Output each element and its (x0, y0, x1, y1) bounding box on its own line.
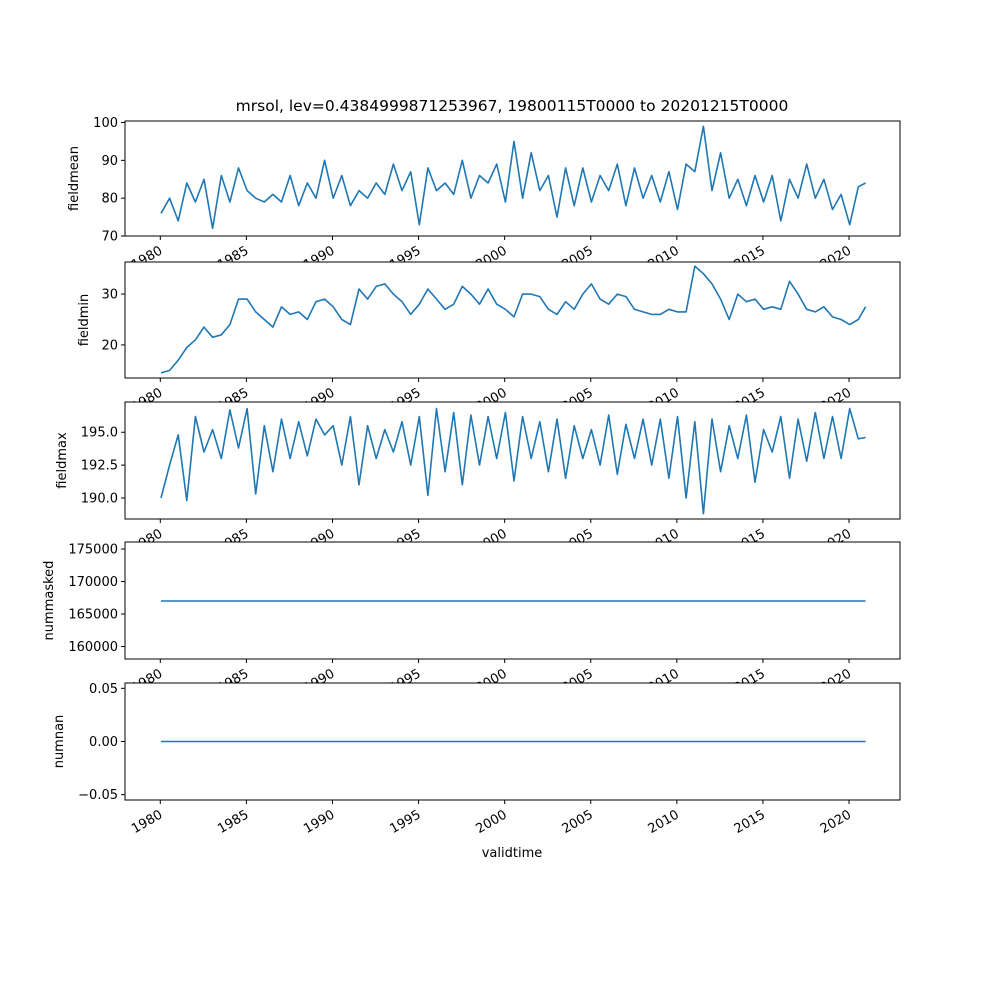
subplots: 70 80 90 100 fieldmean 1980 1985 1990 1995 2000 20… (42, 116, 901, 837)
x-tick-label: 1985 (215, 807, 251, 837)
y-axis-label-numnan: numnan (52, 715, 67, 769)
y-tick-label: 175000 (68, 543, 118, 558)
y-tick-label: 20 (101, 338, 118, 353)
x-tick-label: 2000 (474, 807, 510, 837)
y-axis-label-fieldmin: fieldmin (77, 294, 92, 347)
axes-frame (124, 120, 901, 237)
axes-frame (124, 401, 901, 520)
x-tick-label: 2010 (646, 807, 682, 837)
plot-area-fieldmin (125, 262, 900, 378)
y-tick-label: 0.05 (89, 682, 118, 697)
plot-area-fieldmax (125, 402, 900, 519)
y-tick-label: 90 (101, 154, 118, 169)
y-tick-label: 190.0 (81, 491, 118, 506)
y-tick-label: 70 (101, 230, 118, 245)
axes-frame (124, 541, 901, 660)
y-tick-label: 192.5 (81, 459, 118, 474)
plot-area-fieldmean (125, 121, 900, 236)
y-tick-label: 170000 (68, 575, 118, 590)
subplot-numnan: −0.05 0.00 0.05 numnan 1980 1985 1990 1995 2000 2… (52, 682, 901, 837)
y-tick-label: 165000 (68, 608, 118, 623)
series-line-fieldmax (160, 407, 866, 515)
y-axis-label-fieldmean: fieldmean (67, 146, 82, 211)
y-axis-label-nummasked: nummasked (42, 561, 57, 641)
series-line-fieldmin (160, 265, 867, 374)
x-tick-label: 2015 (732, 807, 768, 837)
y-axis-label-fieldmax: fieldmax (55, 432, 70, 489)
x-tick-label: 2005 (560, 807, 596, 837)
y-tick-label: 30 (101, 288, 118, 303)
x-tick-label: 1980 (129, 807, 165, 837)
x-tick-label: 2020 (818, 807, 854, 837)
y-tick-label: −0.05 (78, 788, 118, 803)
y-tick-label: 0.00 (89, 735, 118, 750)
y-tick-label: 195.0 (81, 426, 118, 441)
x-axis-label: validtime (482, 846, 543, 861)
chart-title: mrsol, lev=0.4384999871253967, 19800115T… (236, 97, 789, 115)
y-tick-label: 100 (93, 116, 118, 131)
series-line-fieldmean (160, 125, 866, 230)
x-tick-label: 1990 (301, 807, 337, 837)
axes-frame (124, 261, 901, 379)
y-tick-label: 160000 (68, 640, 118, 655)
x-tick-label: 1995 (387, 807, 423, 837)
y-tick-label: 80 (101, 192, 118, 207)
